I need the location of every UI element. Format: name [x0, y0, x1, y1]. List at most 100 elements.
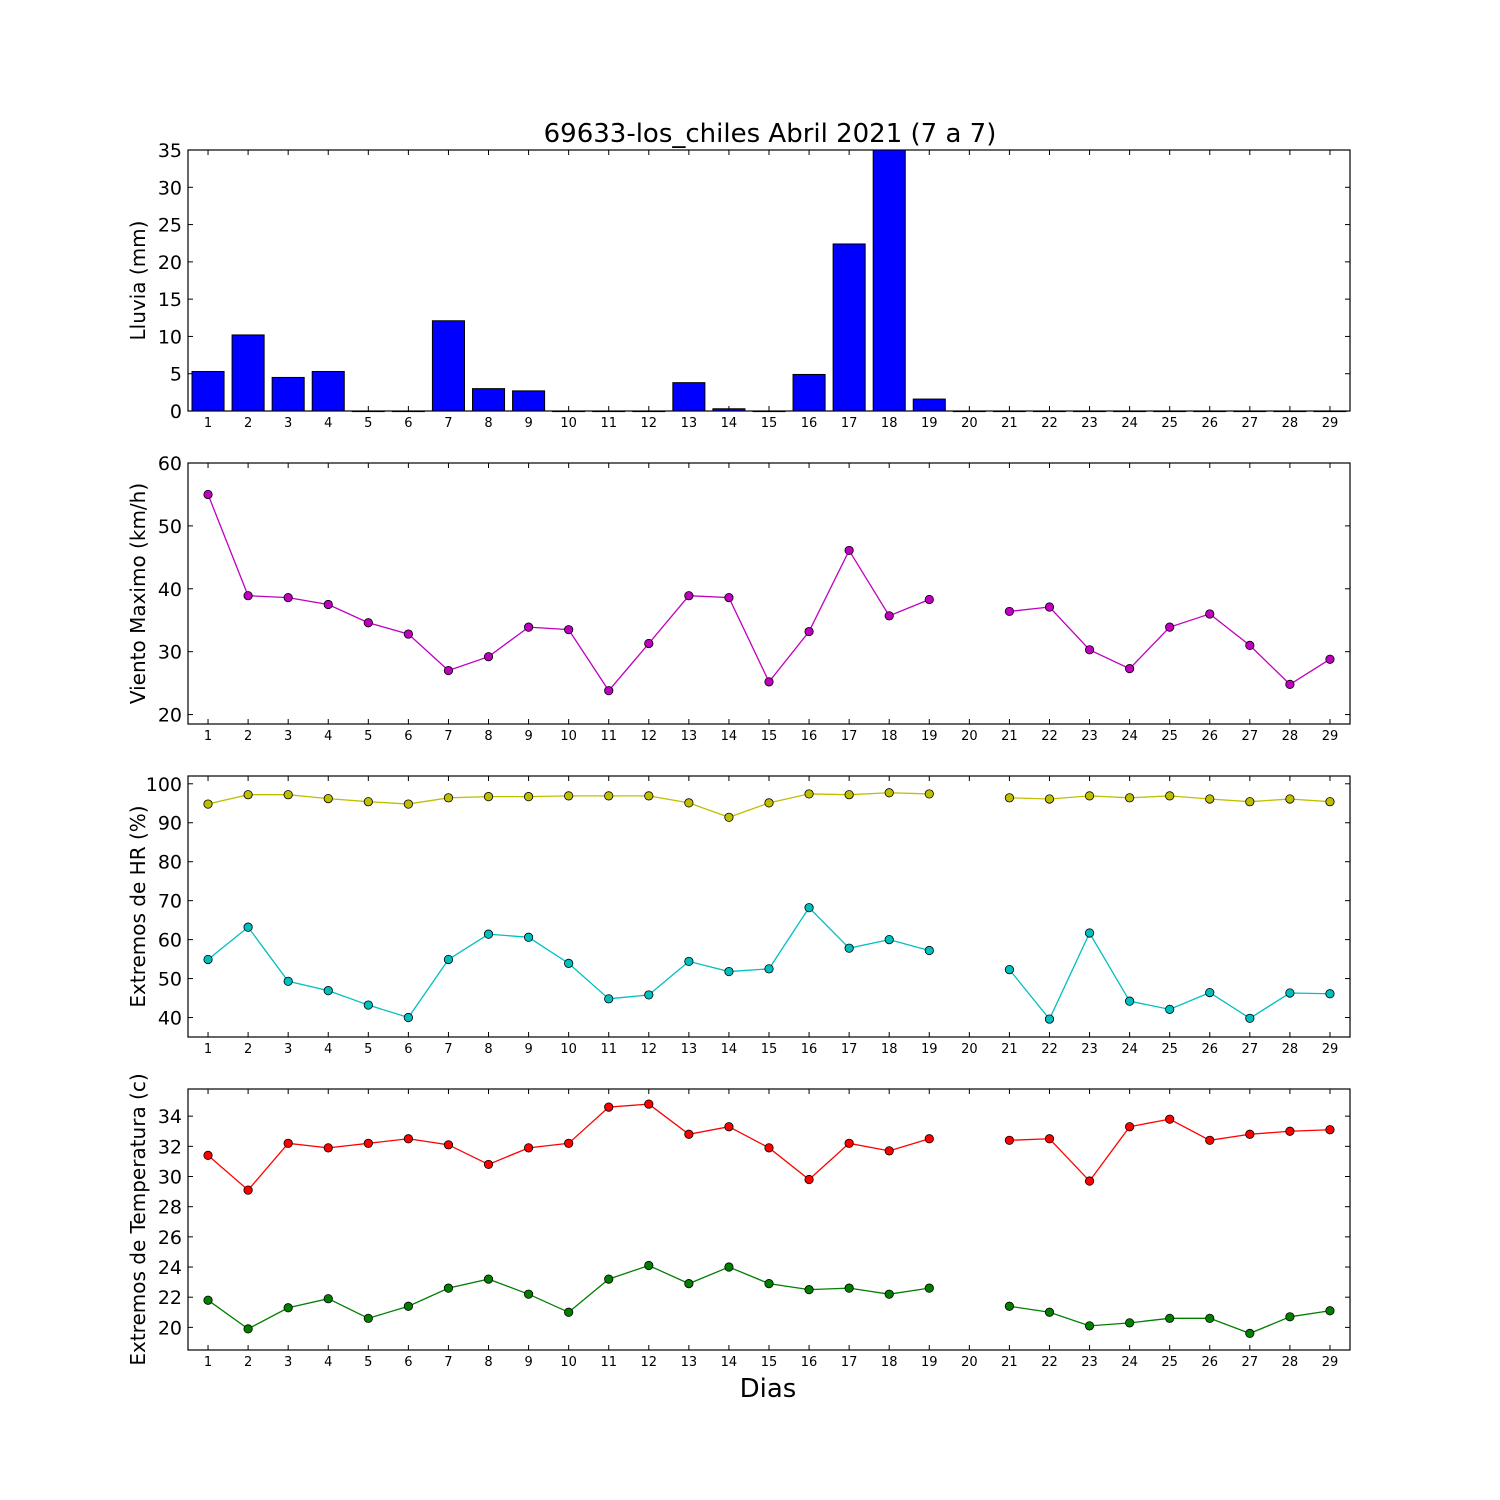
- bar: [552, 410, 586, 413]
- data-point: [644, 791, 654, 801]
- data-point: [1165, 1004, 1175, 1014]
- y-tick-label: 10: [158, 326, 182, 348]
- bar: [351, 410, 385, 413]
- bar: [271, 376, 305, 412]
- bar: [1153, 410, 1187, 413]
- data-point: [523, 792, 534, 802]
- x-tick-label: 19: [921, 416, 938, 431]
- data-point: [203, 1295, 213, 1305]
- data-point: [1205, 1135, 1215, 1145]
- data-point: [203, 799, 213, 809]
- x-tick-label: 3: [284, 729, 292, 744]
- y-tick-label: 32: [158, 1136, 182, 1158]
- data-point: [523, 932, 534, 942]
- x-tick-label: 19: [921, 1042, 938, 1057]
- x-tick-label: 12: [641, 1355, 658, 1370]
- x-tick-label: 18: [881, 729, 898, 744]
- x-tick-label: 16: [801, 416, 818, 431]
- y-tick-label: 34: [158, 1106, 182, 1128]
- data-point: [243, 1324, 253, 1334]
- data-point: [403, 1134, 413, 1144]
- x-tick-label: 20: [961, 1042, 978, 1057]
- x-tick-label: 8: [484, 1042, 492, 1057]
- series-line: [1009, 1118, 1330, 1183]
- x-tick-label: 21: [1001, 416, 1018, 431]
- data-point: [764, 1279, 774, 1289]
- data-point: [764, 798, 774, 808]
- data-point: [684, 1129, 694, 1139]
- data-point: [1325, 1125, 1335, 1135]
- data-point: [483, 1274, 494, 1284]
- data-point: [1285, 794, 1295, 804]
- data-point: [323, 986, 333, 996]
- x-tick-label: 4: [324, 1042, 332, 1057]
- x-tick-label: 21: [1001, 729, 1018, 744]
- x-tick-label: 22: [1041, 1042, 1058, 1057]
- x-tick-label: 3: [284, 1042, 292, 1057]
- data-point: [403, 1301, 413, 1311]
- data-point: [764, 677, 774, 687]
- x-tick-label: 24: [1121, 729, 1138, 744]
- x-tick-label: 7: [444, 416, 452, 431]
- data-point: [684, 956, 694, 967]
- x-tick-label: 13: [681, 1355, 698, 1370]
- bar: [1233, 410, 1267, 413]
- data-point: [1165, 1313, 1175, 1323]
- y-tick-label: 50: [158, 516, 182, 538]
- data-point: [1044, 1014, 1055, 1024]
- x-tick-label: 2: [244, 416, 252, 431]
- data-point: [1285, 988, 1295, 998]
- y-tick-label: 30: [158, 177, 182, 199]
- x-tick-label: 26: [1201, 416, 1218, 431]
- series-line: [207, 1264, 930, 1330]
- x-tick-label: 23: [1081, 1042, 1098, 1057]
- x-tick-label: 27: [1242, 1355, 1259, 1370]
- data-point: [443, 1140, 454, 1150]
- data-point: [804, 1174, 814, 1185]
- y-tick-label: 20: [158, 252, 182, 274]
- x-tick-label: 9: [524, 416, 532, 431]
- x-tick-label: 5: [364, 416, 372, 431]
- x-tick-label: 24: [1121, 1355, 1138, 1370]
- bar: [191, 370, 225, 412]
- x-tick-label: 8: [484, 416, 492, 431]
- data-point: [1245, 640, 1255, 650]
- axes-frame: [187, 1088, 1351, 1351]
- x-tick-label: 5: [364, 1042, 372, 1057]
- bar: [1193, 410, 1227, 413]
- bar: [512, 390, 546, 412]
- x-tick-label: 1: [204, 1355, 212, 1370]
- x-tick-label: 4: [324, 729, 332, 744]
- data-point: [1285, 1126, 1295, 1136]
- y-tick-label: 15: [158, 289, 182, 311]
- x-tick-label: 25: [1161, 1042, 1178, 1057]
- data-point: [403, 629, 413, 639]
- x-tick-label: 25: [1161, 416, 1178, 431]
- data-point: [564, 1307, 574, 1317]
- y-tick-label: 28: [158, 1197, 182, 1219]
- data-point: [724, 592, 734, 603]
- data-point: [844, 1138, 854, 1148]
- data-point: [1044, 1307, 1055, 1317]
- data-point: [1044, 1134, 1055, 1144]
- y-axis-label: Viento Maximo (km/h): [126, 483, 150, 704]
- bar: [832, 243, 866, 412]
- data-point: [1004, 606, 1015, 617]
- x-tick-label: 15: [761, 416, 778, 431]
- x-tick-label: 24: [1121, 416, 1138, 431]
- data-point: [1165, 791, 1175, 801]
- x-tick-label: 28: [1282, 729, 1299, 744]
- x-tick-label: 9: [524, 1355, 532, 1370]
- data-point: [1084, 1176, 1095, 1186]
- bar: [311, 370, 345, 412]
- data-point: [483, 792, 494, 802]
- x-tick-label: 27: [1242, 416, 1259, 431]
- y-tick-label: 40: [158, 579, 182, 601]
- x-tick-label: 28: [1282, 1042, 1299, 1057]
- y-tick-label: 0: [170, 401, 182, 423]
- x-tick-label: 12: [641, 1042, 658, 1057]
- x-tick-label: 13: [681, 416, 698, 431]
- x-tick-label: 27: [1242, 729, 1259, 744]
